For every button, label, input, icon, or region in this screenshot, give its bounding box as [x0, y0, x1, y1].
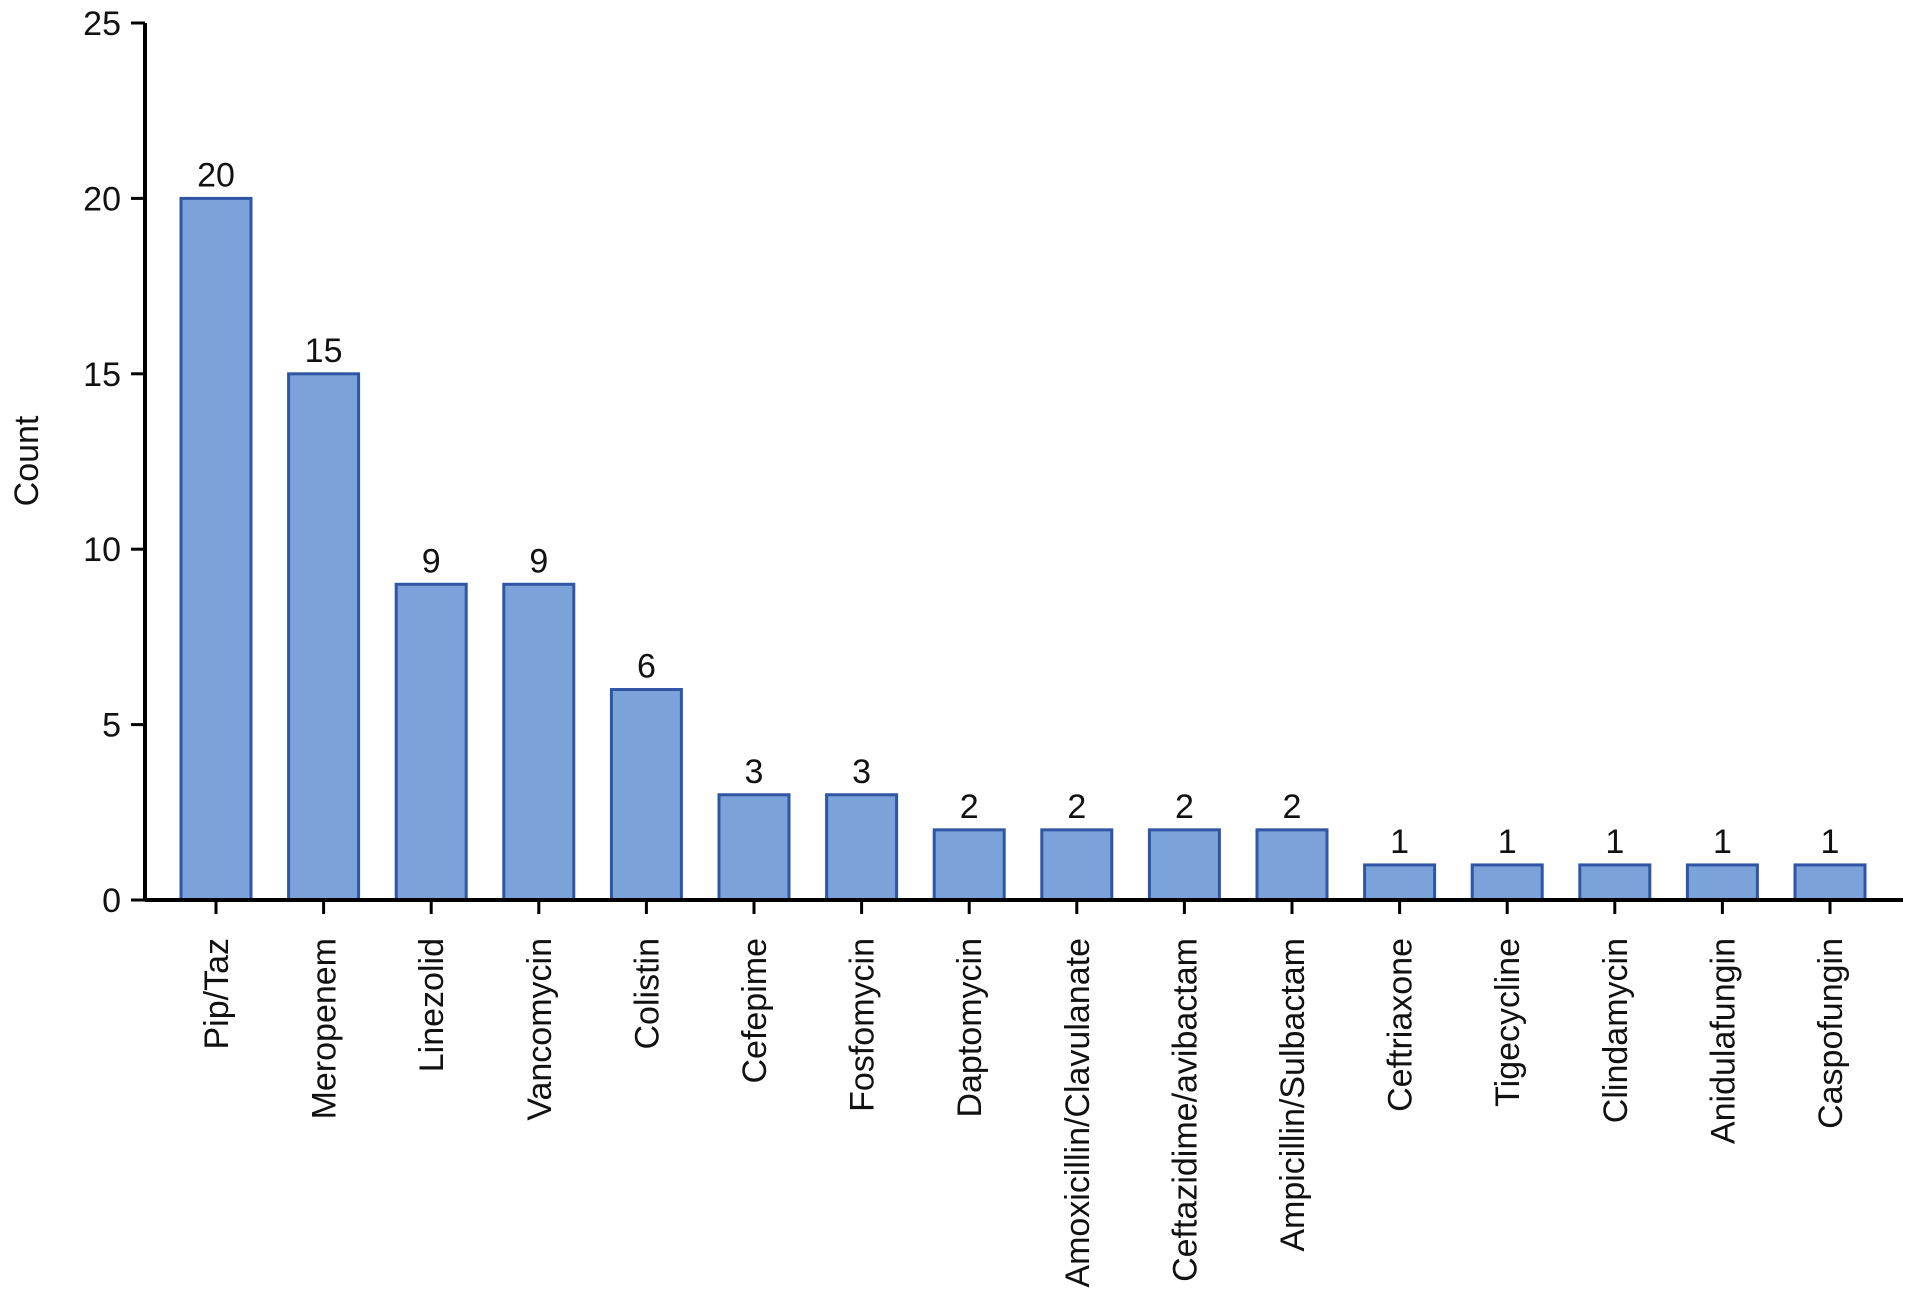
x-tick-label: Fosfomycin	[844, 938, 882, 1112]
bar	[825, 793, 899, 902]
data-label: 6	[637, 648, 656, 686]
bar	[1685, 863, 1759, 902]
data-label: 1	[1498, 823, 1517, 861]
x-tick-label: Ampicillin/Sulbactam	[1274, 938, 1312, 1252]
data-label: 1	[1821, 823, 1840, 861]
bar	[717, 793, 791, 902]
x-tick-label: Meropenem	[306, 938, 344, 1119]
x-tick-label: Vancomycin	[521, 938, 559, 1121]
x-tick-label: Pip/Taz	[198, 938, 236, 1050]
bar	[1040, 828, 1114, 902]
data-label: 3	[852, 753, 871, 791]
x-tick-label: Linezolid	[413, 938, 451, 1072]
data-label: 2	[1283, 788, 1302, 826]
bar	[1578, 863, 1652, 902]
y-tick-label: 20	[83, 180, 121, 218]
y-tick-label: 5	[102, 707, 121, 745]
x-tick-label: Colistin	[628, 938, 666, 1049]
bar	[394, 582, 468, 902]
x-tick-label: Ceftazidime/avibactam	[1166, 938, 1204, 1282]
data-label: 15	[305, 332, 343, 370]
bar	[1793, 863, 1867, 902]
x-tick-label: Tigecycline	[1489, 938, 1527, 1107]
data-label: 1	[1713, 823, 1732, 861]
data-label: 3	[745, 753, 764, 791]
x-tick-label: Anidulafungin	[1704, 938, 1742, 1144]
bar	[1363, 863, 1437, 902]
x-tick-label: Amoxicillin/Clavulanate	[1059, 938, 1097, 1288]
data-label: 1	[1605, 823, 1624, 861]
data-label: 9	[422, 542, 441, 580]
bar	[932, 828, 1006, 902]
y-tick-label: 25	[83, 5, 121, 43]
x-tick-label: Clindamycin	[1597, 938, 1635, 1123]
bar	[1255, 828, 1329, 902]
x-tick-label: Caspofungin	[1812, 938, 1850, 1129]
y-tick-label: 0	[102, 882, 121, 920]
bar	[502, 582, 576, 902]
y-tick-label: 15	[83, 356, 121, 394]
data-label: 2	[1175, 788, 1194, 826]
x-tick-label: Ceftriaxone	[1382, 938, 1420, 1112]
data-label: 9	[529, 542, 548, 580]
data-label: 2	[1067, 788, 1086, 826]
bar	[1470, 863, 1544, 902]
data-label: 20	[197, 156, 235, 194]
y-axis-title: Count	[8, 415, 46, 506]
data-label: 2	[960, 788, 979, 826]
bar	[609, 688, 683, 902]
bar	[1147, 828, 1221, 902]
y-tick-label: 10	[83, 531, 121, 569]
data-label: 1	[1390, 823, 1409, 861]
x-tick-label: Cefepime	[736, 938, 774, 1084]
bar	[179, 196, 253, 902]
x-tick-label: Daptomycin	[951, 938, 989, 1118]
bar	[287, 372, 361, 902]
